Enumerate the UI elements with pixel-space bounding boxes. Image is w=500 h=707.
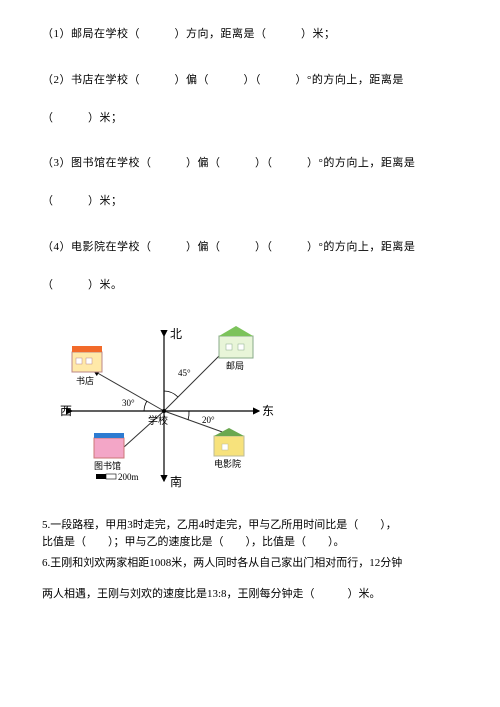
cinema-icon: 电影院 [214,428,244,469]
label-angle3: 20° [202,415,215,425]
label-angle2: 45° [178,368,191,378]
q5-line1: 5.一段路程，甲用3时走完，乙用4时走完，甲与乙所用时间比是（ ）， [42,517,458,534]
label-west: 西 [60,404,72,418]
scale-ruler: 200m [96,472,139,482]
q1-text: （1）邮局在学校（ ）方向，距离是（ ）米； [42,28,336,40]
q2-line2: （ ）米； [42,109,458,129]
label-school: 学校 [148,414,168,427]
label-angle1: 30° [122,398,135,408]
question-2: （2）书店在学校（ ）偏（ ）（ ）°的方向上，距离是 （ ）米； [42,71,458,129]
bookstore-icon: 书店 [72,346,102,386]
q4-line2: （ ）米。 [42,276,458,296]
label-bookstore: 书店 [76,375,94,386]
library-icon: 图书馆 [94,433,124,471]
postoffice-icon: 邮局 [219,326,253,371]
question-1: （1）邮局在学校（ ）方向，距离是（ ）米； [42,25,458,45]
q4-line1: （4）电影院在学校（ ）偏（ ）（ ）°的方向上，距离是 [42,238,458,258]
q3-line2: （ ）米； [42,192,458,212]
q2-line1: （2）书店在学校（ ）偏（ ）（ ）°的方向上，距离是 [42,71,458,91]
q3-line1: （3）图书馆在学校（ ）偏（ ）（ ）°的方向上，距离是 [42,154,458,174]
question-6: 6.王刚和刘欢两家相距1008米，两人同时各从自己家出门相对而行，12分钟 两人… [42,555,458,603]
q5-line2: 比值是（ ）；甲与乙的速度比是（ ），比值是（ ）。 [42,534,458,551]
label-postoffice: 邮局 [226,360,244,371]
q6-line1: 6.王刚和刘欢两家相距1008米，两人同时各从自己家出门相对而行，12分钟 [42,555,458,572]
label-east: 东 [262,404,274,418]
label-south: 南 [170,474,182,489]
figure-svg: 北 南 东 西 学校 30° 45° 20° 书店 [54,316,284,496]
question-3: （3）图书馆在学校（ ）偏（ ）（ ）°的方向上，距离是 （ ）米； [42,154,458,212]
label-library: 图书馆 [94,460,121,471]
label-north: 北 [170,327,182,341]
q6-line2: 两人相遇，王刚与刘欢的速度比是13:8，王刚每分钟走（ ）米。 [42,586,458,603]
question-4: （4）电影院在学校（ ）偏（ ）（ ）°的方向上，距离是 （ ）米。 [42,238,458,296]
direction-figure: 北 南 东 西 学校 30° 45° 20° 书店 [54,316,458,499]
question-5: 5.一段路程，甲用3时走完，乙用4时走完，甲与乙所用时间比是（ ）， 比值是（ … [42,517,458,551]
label-cinema: 电影院 [214,458,241,469]
label-scale: 200m [118,472,139,482]
